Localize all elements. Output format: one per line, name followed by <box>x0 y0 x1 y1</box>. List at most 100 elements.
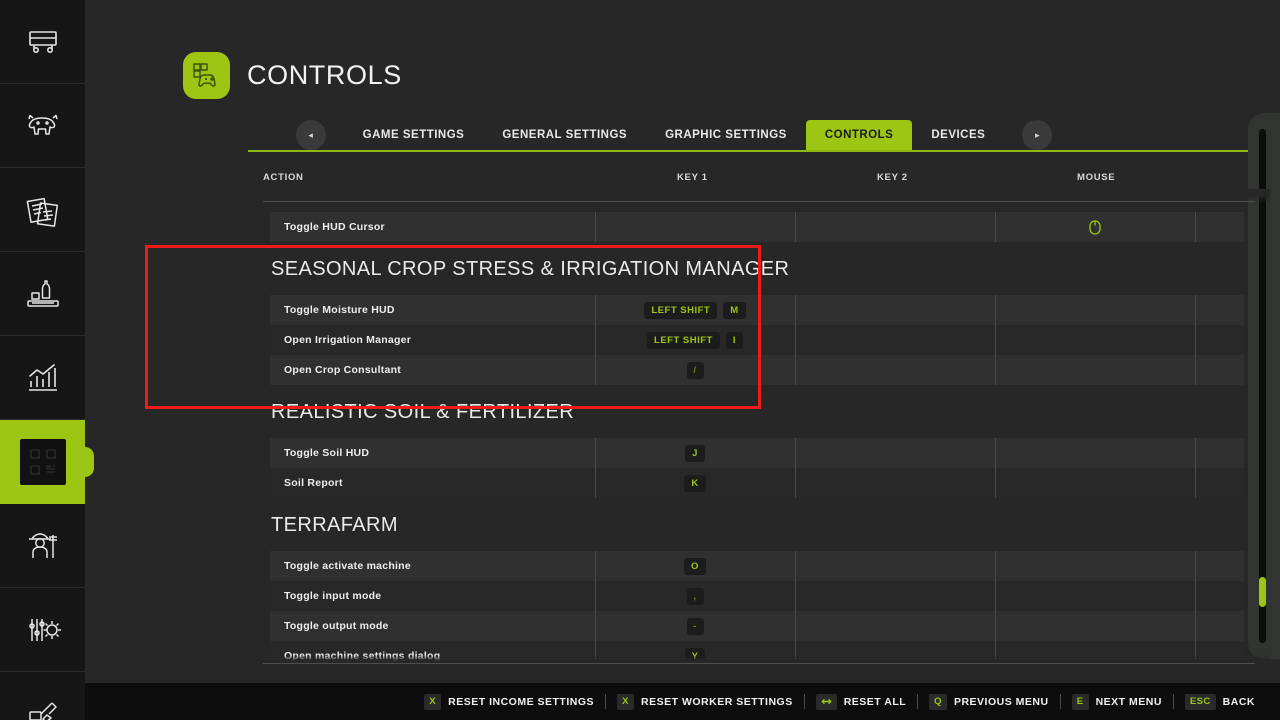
key-badge[interactable]: O <box>684 557 706 575</box>
column-divider <box>1195 295 1196 325</box>
key-badge[interactable]: LEFT SHIFT <box>644 301 718 319</box>
control-action-label: Open Crop Consultant <box>284 364 401 376</box>
sidebar-item-animals[interactable] <box>0 84 85 168</box>
key-badge[interactable]: , <box>686 587 704 605</box>
footer-label: PREVIOUS MENU <box>953 695 1049 708</box>
mouse-cell[interactable] <box>995 212 1195 242</box>
control-row[interactable]: Open Crop Consultant / <box>270 355 1244 385</box>
tab-graphic-settings[interactable]: GRAPHIC SETTINGS <box>665 129 787 141</box>
control-row[interactable]: Toggle HUD Cursor <box>270 212 1244 242</box>
scrollbar-thumb[interactable] <box>1259 577 1266 607</box>
key-badge[interactable]: I <box>725 331 743 349</box>
footer-label: NEXT MENU <box>1095 695 1162 708</box>
column-divider <box>595 295 596 325</box>
column-divider <box>995 551 996 581</box>
mouse-cell[interactable] <box>995 468 1195 498</box>
mouse-cell[interactable] <box>995 355 1195 385</box>
footer-key-badge: X <box>424 693 442 710</box>
tab-game-settings[interactable]: GAME SETTINGS <box>362 129 465 141</box>
key1-cell[interactable]: / <box>595 355 795 385</box>
key1-cell[interactable]: K <box>595 468 795 498</box>
control-row[interactable]: Toggle Moisture HUD LEFT SHIFT M <box>270 295 1244 325</box>
column-header-key1: KEY 1 <box>677 172 708 183</box>
column-divider <box>595 355 596 385</box>
controls-list: REALISTIC HARVESTINGToggle HUD CursorSEA… <box>248 189 1270 663</box>
key1-cell[interactable]: O <box>595 551 795 581</box>
mouse-cell[interactable] <box>995 295 1195 325</box>
column-divider <box>1195 611 1196 641</box>
column-divider <box>995 611 996 641</box>
mouse-cell[interactable] <box>995 325 1195 355</box>
control-row[interactable]: Open Irrigation Manager LEFT SHIFT I <box>270 325 1244 355</box>
controls-list-viewport[interactable]: REALISTIC HARVESTINGToggle HUD CursorSEA… <box>248 189 1270 663</box>
column-divider <box>1195 355 1196 385</box>
key2-cell[interactable] <box>795 641 995 663</box>
key2-cell[interactable] <box>795 325 995 355</box>
control-row[interactable]: Soil Report K <box>270 468 1244 498</box>
key-badge[interactable]: - <box>686 617 704 635</box>
tab-prev-arrow-icon[interactable]: ◂ <box>295 120 326 150</box>
control-row[interactable]: Toggle output mode - <box>270 611 1244 641</box>
key1-cell[interactable]: LEFT SHIFT M <box>595 295 795 325</box>
footer-item[interactable]: X RESET INCOME SETTINGS <box>413 693 605 710</box>
sidebar-item-contracts[interactable] <box>0 168 85 252</box>
mouse-cell[interactable] <box>995 438 1195 468</box>
footer-item[interactable]: RESET ALL <box>805 693 917 710</box>
key-badge[interactable]: Y <box>684 647 706 663</box>
footer-item[interactable]: E NEXT MENU <box>1061 693 1173 710</box>
control-row[interactable]: Toggle Soil HUD J <box>270 438 1244 468</box>
sidebar-item-statistics[interactable] <box>0 336 85 420</box>
sidebar-item-construction[interactable] <box>0 672 85 720</box>
control-action-label: Toggle activate machine <box>284 560 411 572</box>
key2-cell[interactable] <box>795 295 995 325</box>
column-divider <box>595 611 596 641</box>
control-row[interactable]: Toggle input mode, <box>270 581 1244 611</box>
list-bottom-rule <box>263 663 1255 664</box>
control-row[interactable]: Toggle activate machine O <box>270 551 1244 581</box>
key1-cell[interactable]: - <box>595 611 795 641</box>
mouse-cell[interactable] <box>995 581 1195 611</box>
footer-divider <box>605 694 607 709</box>
mouse-cell[interactable] <box>995 641 1195 663</box>
sidebar-item-mods[interactable] <box>0 588 85 672</box>
key2-cell[interactable] <box>795 468 995 498</box>
page-header: CONTROLS <box>183 52 402 99</box>
key2-cell[interactable] <box>795 355 995 385</box>
key2-cell[interactable] <box>795 581 995 611</box>
key-badge[interactable]: J <box>685 444 705 462</box>
tab-controls[interactable]: CONTROLS <box>805 120 913 150</box>
control-row[interactable]: Open machine settings dialog Y <box>270 641 1244 663</box>
footer-item[interactable]: Q PREVIOUS MENU <box>918 693 1059 710</box>
key-badge[interactable]: K <box>684 474 706 492</box>
key1-cell[interactable]: Y <box>595 641 795 663</box>
tab-general-settings[interactable]: GENERAL SETTINGS <box>502 129 628 141</box>
key1-cell[interactable]: J <box>595 438 795 468</box>
mouse-cell[interactable] <box>995 611 1195 641</box>
key2-cell[interactable] <box>795 212 995 242</box>
mouse-cell[interactable] <box>995 551 1195 581</box>
key-badge[interactable]: LEFT SHIFT <box>647 331 720 349</box>
footer-item[interactable]: X RESET WORKER SETTINGS <box>606 693 804 710</box>
sidebar-item-settings[interactable] <box>0 420 85 504</box>
key1-cell[interactable]: LEFT SHIFT I <box>595 325 795 355</box>
footer-key-badge: Q <box>929 693 947 710</box>
tab-devices[interactable]: DEVICES <box>931 129 986 141</box>
footer-item[interactable]: ESC BACK <box>1174 693 1266 710</box>
control-action-label: Soil Report <box>284 477 343 489</box>
sidebar-item-farmer[interactable] <box>0 504 85 588</box>
key1-cell[interactable]: , <box>595 581 795 611</box>
key2-cell[interactable] <box>795 438 995 468</box>
control-action-label: Toggle Moisture HUD <box>284 304 395 316</box>
key1-cell[interactable] <box>595 212 795 242</box>
key2-cell[interactable] <box>795 611 995 641</box>
column-headers: ACTION KEY 1 KEY 2 MOUSE <box>263 172 1248 189</box>
footer-key-badge: E <box>1071 693 1089 710</box>
sidebar-item-production[interactable] <box>0 252 85 336</box>
key2-cell[interactable] <box>795 551 995 581</box>
tab-next-arrow-icon[interactable]: ▸ <box>1022 120 1053 150</box>
key-badge[interactable]: M <box>723 301 746 319</box>
sidebar-item-vehicles[interactable] <box>0 0 85 84</box>
column-divider <box>595 581 596 611</box>
key-badge[interactable]: / <box>686 361 704 379</box>
scrollbar-track[interactable] <box>1259 129 1266 643</box>
